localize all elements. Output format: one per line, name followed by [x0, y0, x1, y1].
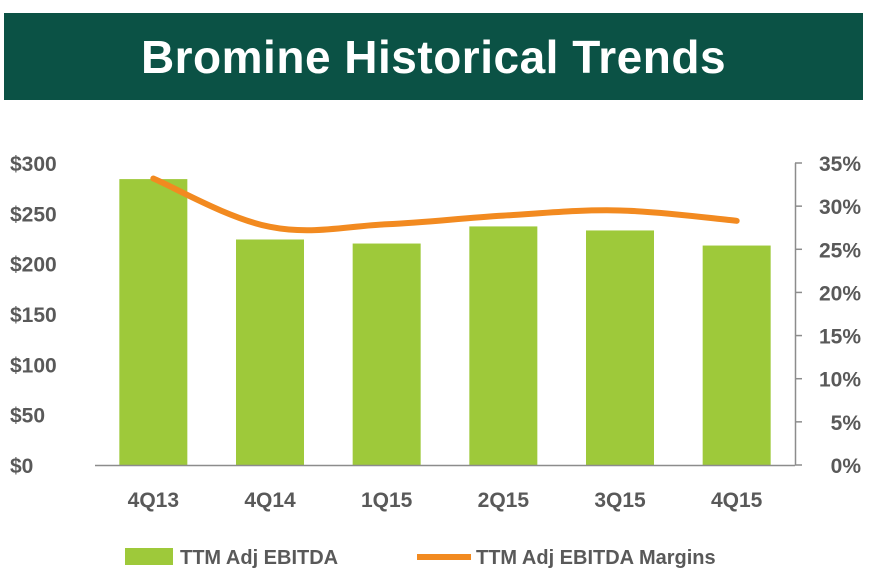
left-tick-label: $0 [10, 455, 33, 478]
x-tick-label: 4Q14 [244, 489, 296, 512]
legend-line-label: TTM Adj EBITDA Margins [476, 547, 716, 569]
bar-4Q13 [119, 179, 188, 465]
x-tick-label: 3Q15 [594, 489, 646, 512]
bar-4Q14 [236, 239, 304, 465]
right-tick-label: 30% [819, 196, 861, 219]
right-tick-label: 5% [831, 412, 862, 435]
right-tick-label: 10% [819, 369, 861, 392]
bar-2Q15 [469, 226, 538, 465]
right-tick-label: 35% [819, 153, 861, 176]
left-tick-label: $300 [10, 153, 57, 176]
x-tick-label: 4Q15 [711, 489, 763, 512]
right-tick-label: 20% [819, 282, 861, 305]
left-tick-label: $250 [10, 203, 57, 226]
x-tick-label: 4Q13 [128, 489, 179, 512]
legend-bar-swatch [125, 548, 173, 565]
x-tick-label: 2Q15 [478, 489, 530, 512]
right-tick-label: 15% [819, 326, 861, 349]
chart-title: Bromine Historical Trends [140, 30, 727, 83]
bar-3Q15 [586, 230, 654, 465]
right-tick-label: 25% [819, 239, 861, 262]
left-tick-label: $200 [10, 254, 57, 277]
right-tick-label: 0% [831, 455, 862, 478]
left-tick-label: $150 [10, 304, 57, 327]
bar-4Q15 [702, 245, 771, 465]
title-banner: Bromine Historical Trends [4, 13, 863, 100]
left-tick-label: $50 [10, 405, 45, 428]
left-tick-label: $100 [10, 354, 57, 377]
margin-line [150, 175, 740, 234]
legend-bar-label: TTM Adj EBITDA [180, 547, 338, 569]
x-tick-label: 1Q15 [361, 489, 413, 512]
bar-1Q15 [352, 243, 421, 465]
